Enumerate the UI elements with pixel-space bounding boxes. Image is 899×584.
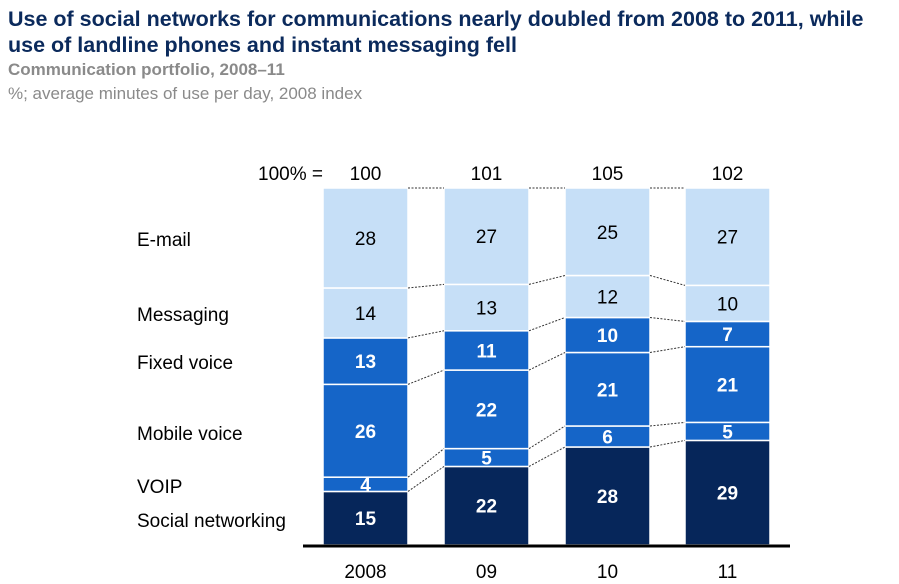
connector-line — [649, 421, 686, 427]
data-label: 12 — [597, 288, 618, 309]
series-label: Mobile voice — [137, 424, 243, 445]
data-label: 26 — [355, 422, 376, 443]
connector-line — [407, 448, 445, 478]
data-label: 29 — [717, 484, 738, 505]
chart-title: Use of social networks for communication… — [8, 7, 864, 57]
connector-line — [649, 439, 686, 448]
data-label: 4 — [360, 475, 371, 496]
x-tick-label: 2008 — [344, 562, 386, 583]
series-label: E-mail — [137, 230, 191, 251]
bar-segment — [684, 187, 771, 287]
data-label: 13 — [476, 299, 497, 320]
connector-line — [528, 446, 566, 467]
connector-line — [528, 317, 566, 332]
series-label: Messaging — [137, 305, 229, 326]
bar-segment — [564, 274, 651, 319]
bar-segment — [564, 187, 651, 277]
chart-subtitle: Communication portfolio, 2008–11 — [8, 60, 285, 79]
connector-line — [528, 425, 566, 450]
data-label: 10 — [597, 326, 618, 347]
series-label: Fixed voice — [137, 353, 233, 374]
units-note: %; average minutes of use per day, 2008 … — [8, 84, 363, 103]
bar-segment — [684, 320, 771, 348]
data-label: 15 — [355, 509, 377, 530]
data-label: 6 — [602, 428, 613, 449]
data-label: 22 — [476, 400, 497, 421]
x-tick-label: 10 — [597, 562, 618, 583]
data-label: 27 — [717, 228, 738, 249]
connector-line — [649, 317, 686, 322]
total-value: 100 — [350, 164, 382, 185]
data-label: 11 — [476, 341, 497, 362]
connector-line — [407, 466, 445, 492]
data-label: 28 — [597, 487, 618, 508]
bar-segment — [322, 287, 409, 339]
total-value: 102 — [712, 164, 744, 185]
connector-line — [649, 346, 686, 353]
bar-segment — [443, 187, 530, 286]
series-label: VOIP — [137, 477, 182, 498]
connector-line — [407, 369, 445, 385]
x-tick-label: 11 — [718, 562, 738, 583]
connector-line — [528, 352, 566, 371]
data-label: 22 — [476, 497, 497, 518]
data-label: 28 — [355, 229, 376, 250]
data-label: 27 — [476, 227, 497, 248]
data-label: 25 — [597, 223, 618, 244]
total-label: 100% = — [258, 164, 323, 185]
data-label: 13 — [355, 352, 376, 373]
bar-segment — [564, 316, 651, 354]
bar-segment — [564, 446, 651, 546]
data-label: 5 — [722, 422, 733, 443]
connector-line — [407, 283, 445, 289]
data-label: 7 — [722, 325, 733, 346]
data-label: 10 — [717, 294, 738, 315]
data-label: 21 — [717, 376, 739, 397]
connector-line — [528, 275, 566, 285]
bar-segment — [684, 345, 771, 424]
x-tick-label: 09 — [476, 562, 497, 583]
bar-segment — [322, 383, 409, 478]
bar-segment — [443, 283, 530, 332]
bar-segment — [564, 351, 651, 427]
connector-line — [407, 330, 445, 339]
data-label: 14 — [355, 304, 377, 325]
data-label: 5 — [481, 449, 492, 470]
connector-line — [649, 275, 686, 286]
total-value: 105 — [592, 164, 624, 185]
bar-segment — [322, 187, 409, 289]
series-label: Social networking — [137, 511, 286, 532]
data-label: 21 — [597, 380, 619, 401]
total-value: 101 — [471, 164, 503, 185]
